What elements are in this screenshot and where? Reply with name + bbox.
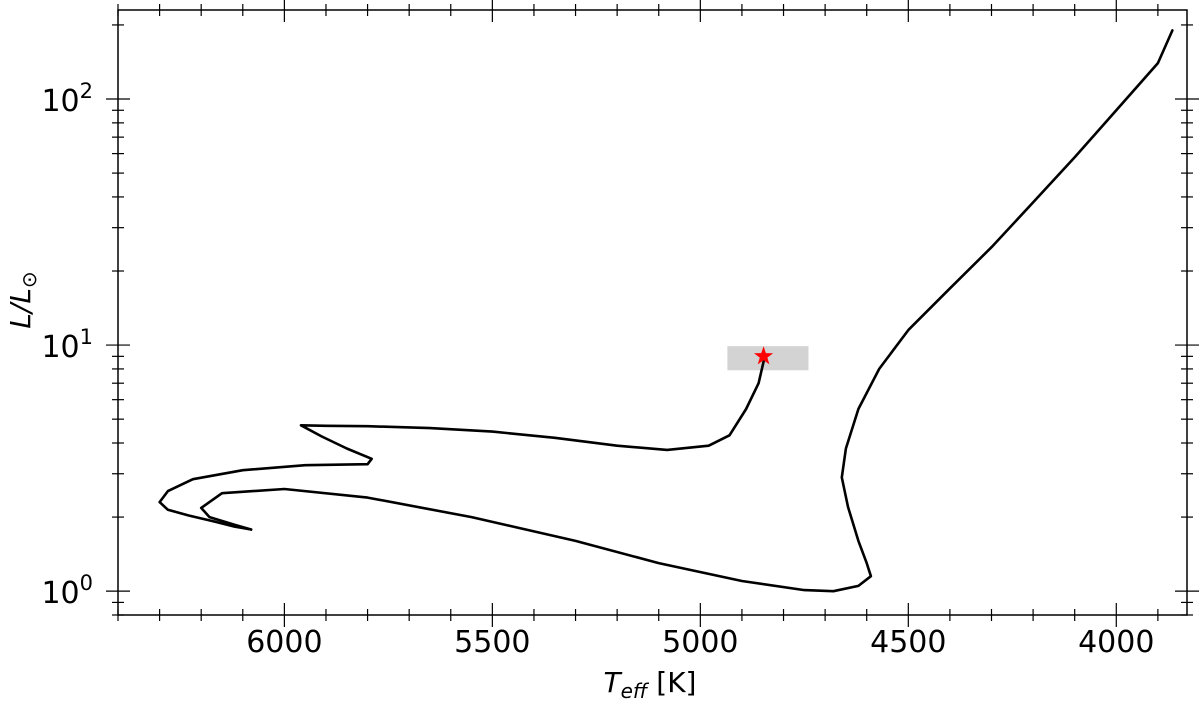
y-tick-label: 101 [41,325,93,365]
uncertainty-box [727,346,809,371]
x-tick-label: 5500 [454,625,530,660]
x-axis-label-main: T [604,666,623,699]
x-tick-label: 4500 [870,625,946,660]
evolution-track-segment-1 [158,355,767,531]
y-axis-label-main: L/L [4,288,37,329]
plot-area [118,10,1187,615]
y-tick-label-base: 10 [41,84,79,119]
x-axis-label: Teff [K] [604,666,697,702]
y-tick-label-exponent: 2 [80,79,93,103]
y-tick-label-exponent: 0 [80,571,93,595]
x-axis-label-unit: [K] [647,666,696,699]
series-layer [158,29,1174,593]
plot-frame [117,9,1188,616]
x-tick-label: 6000 [246,625,322,660]
y-tick-label: 102 [41,79,93,119]
highlight-region-layer [727,346,809,371]
x-axis-label-sub: eff [621,679,650,702]
evolution-track-segment-2 [199,29,1174,593]
x-tick-label: 5000 [662,625,738,660]
x-tick-label: 4000 [1078,625,1154,660]
y-tick-label-exponent: 1 [80,325,93,349]
y-tick-label-base: 10 [41,330,79,365]
marker-layer [754,346,774,365]
y-axis-label: L/L⊙ [4,271,41,328]
y-tick-label-base: 10 [41,576,79,611]
y-tick-label: 100 [41,571,93,611]
x-tick-labels: 6000 5500 5000 4500 4000 [246,625,1154,660]
y-axis-label-sub: ⊙ [17,271,41,288]
star-marker [754,346,774,365]
